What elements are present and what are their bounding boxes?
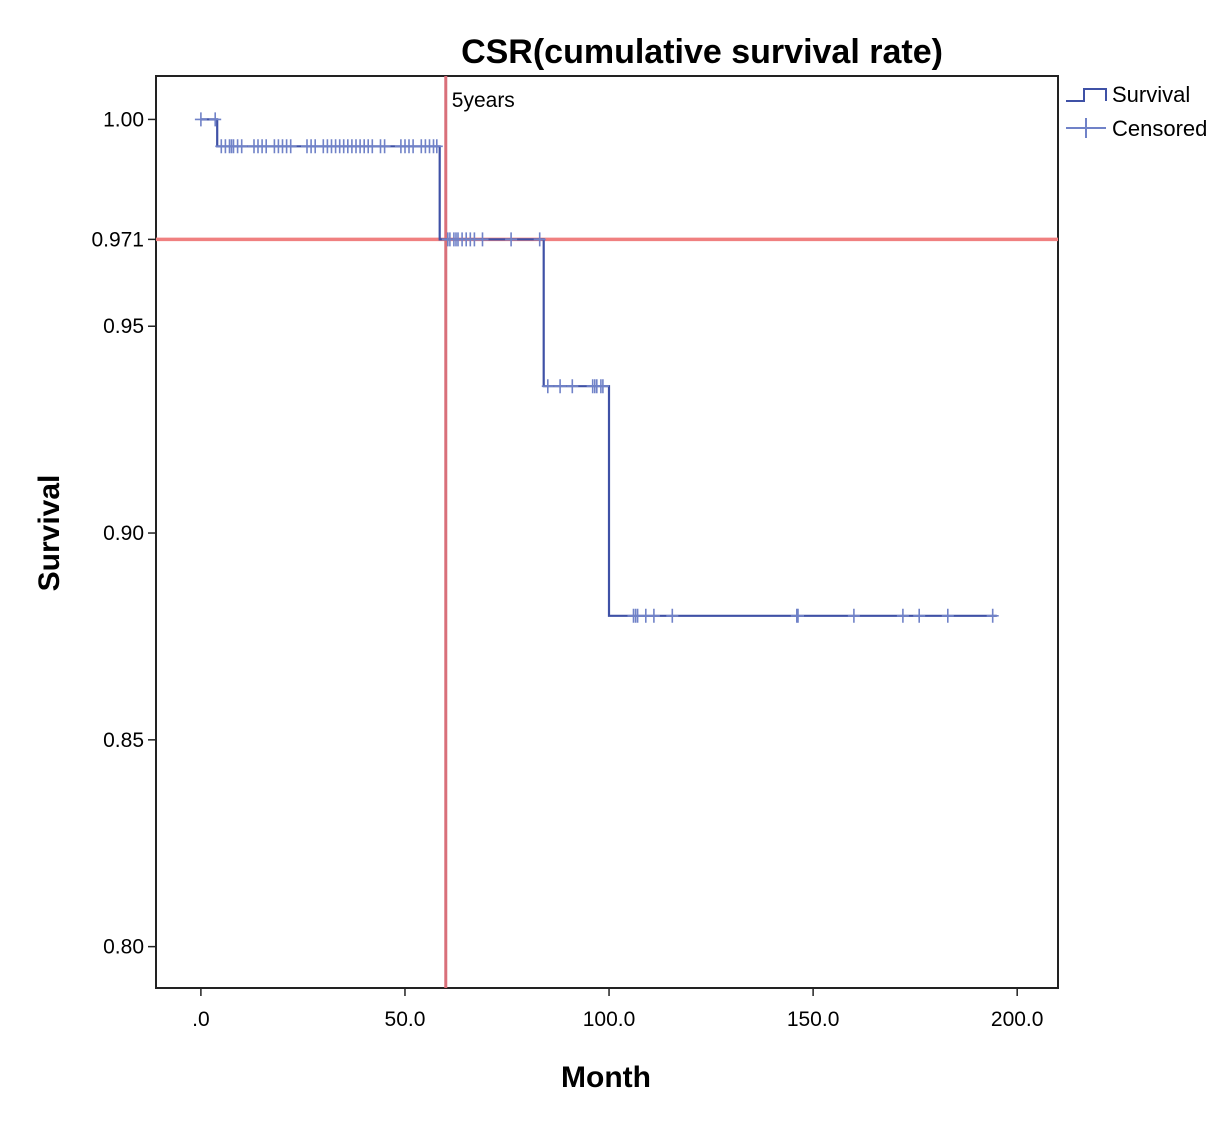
x-tick-label: 150.0 [787, 1008, 840, 1031]
censored-marker [847, 608, 860, 623]
x-tick-label: .0 [192, 1008, 210, 1031]
y-tick-label: 0.90 [103, 522, 144, 545]
censored-marker [541, 379, 554, 394]
plot-area: 1.00 0.971 0.95 0.90 0.85 0.80 .0 50.0 100.0 150.… [91, 75, 1059, 1031]
reference-line-label: 5years [452, 89, 515, 112]
censored-marker [209, 112, 222, 127]
censored-marker [194, 112, 207, 127]
censored-marker [235, 139, 248, 154]
x-tick-label: 200.0 [991, 1008, 1044, 1031]
y-tick-label: 1.00 [103, 108, 144, 131]
censored-marker [941, 608, 954, 623]
censored-marker [596, 379, 609, 394]
x-axis-title: Month [561, 1061, 651, 1094]
censored-marker [284, 139, 297, 154]
censored-marker [430, 139, 443, 154]
chart-title: CSR(cumulative survival rate) [461, 33, 943, 71]
plot-frame [155, 75, 1059, 989]
x-tick-label: 100.0 [583, 1008, 636, 1031]
legend-survival-swatch [1066, 88, 1107, 102]
x-tick-label: 50.0 [385, 1008, 426, 1031]
censored-marker [554, 379, 567, 394]
y-tick-label: 0.95 [103, 315, 144, 338]
censored-marker [566, 379, 579, 394]
y-tick-label: 0.971 [91, 228, 144, 251]
censored-marker [666, 608, 679, 623]
legend-survival-label: Survival [1112, 82, 1190, 107]
legend-censored-swatch [1066, 118, 1106, 138]
y-tick-label: 0.80 [103, 936, 144, 959]
y-tick-label: 0.85 [103, 729, 144, 752]
legend-censored-label: Censored [1112, 116, 1207, 141]
legend: Survival Censored [1066, 82, 1207, 141]
censored-marker [533, 232, 546, 247]
censored-marker [505, 232, 518, 247]
censored-marker [792, 608, 804, 623]
y-axis-title: Survival [33, 475, 66, 592]
censored-marker [647, 608, 660, 623]
censored-marker [913, 608, 926, 623]
censored-marker [896, 608, 909, 623]
censored-marker [378, 139, 391, 154]
survival-curve [200, 118, 997, 617]
censored-marker [476, 232, 489, 247]
censored-marker [986, 608, 999, 623]
